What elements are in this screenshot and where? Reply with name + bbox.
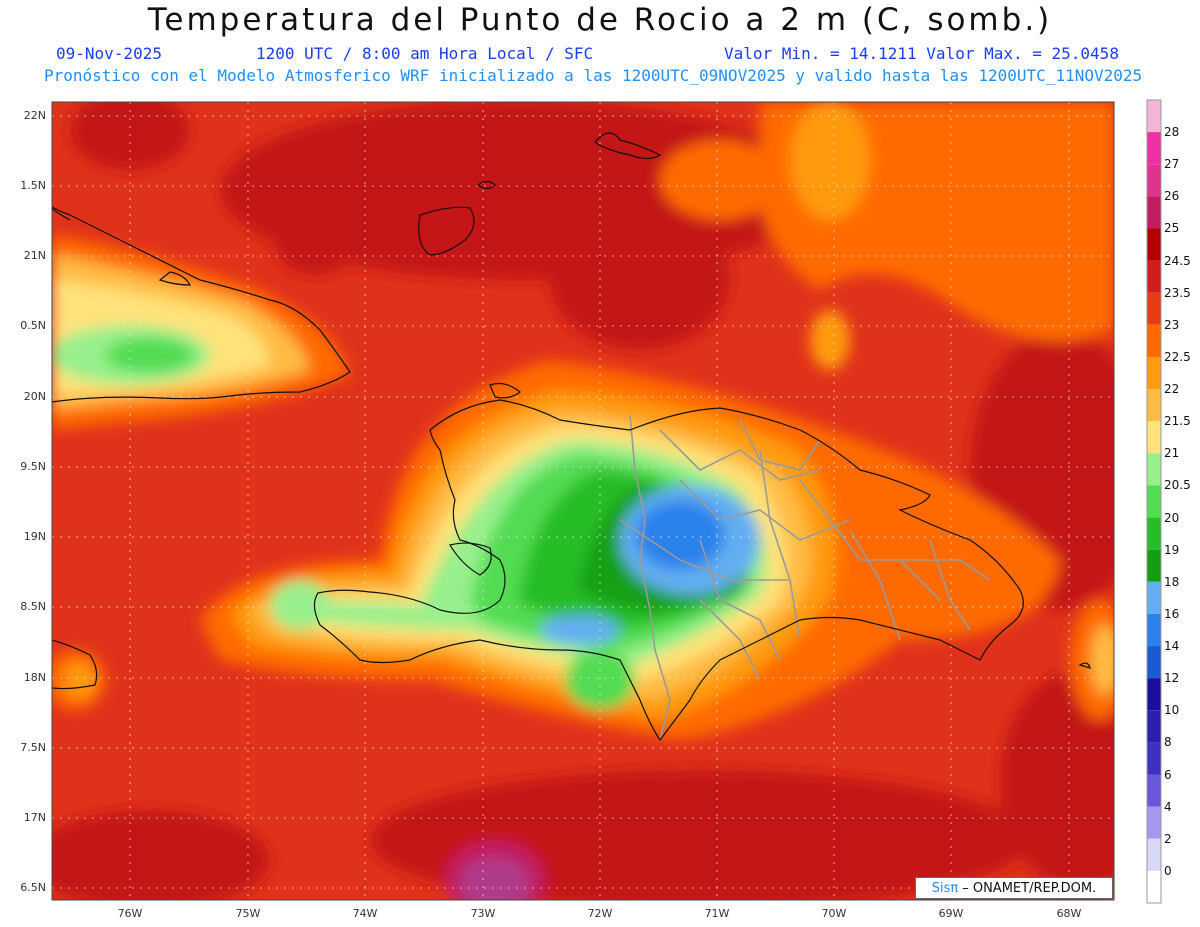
colorbar-swatch xyxy=(1147,646,1161,679)
colorbar-label: 2 xyxy=(1164,831,1172,846)
colorbar-label: 4 xyxy=(1164,799,1172,814)
colorbar-label: 19 xyxy=(1164,542,1180,557)
colorbar-label: 6 xyxy=(1164,767,1172,782)
colorbar-label: 21 xyxy=(1164,446,1180,461)
lat-tick-label: 22N xyxy=(23,109,46,122)
model-description: Pronóstico con el Modelo Atmosferico WRF… xyxy=(44,66,1143,85)
colorbar-swatch xyxy=(1147,228,1161,261)
colorbar-swatch xyxy=(1147,742,1161,775)
colorbar-label: 22.5 xyxy=(1164,349,1191,364)
colorbar-label: 23.5 xyxy=(1164,285,1191,300)
lat-tick-label: 21N xyxy=(23,249,46,262)
colorbar-label: 12 xyxy=(1164,671,1180,686)
colorbar-label: 21.5 xyxy=(1164,414,1191,429)
colorbar-label: 25 xyxy=(1164,221,1180,236)
colorbar-swatch xyxy=(1147,453,1161,486)
colorbar-swatch xyxy=(1147,292,1161,325)
colorbar-label: 10 xyxy=(1164,703,1180,718)
lat-tick-label: 19N xyxy=(23,530,46,543)
value-range: Valor Min. = 14.1211 Valor Max. = 25.045… xyxy=(724,44,1119,63)
lat-tick-label: 9.5N xyxy=(20,460,46,473)
lon-tick-label: 68W xyxy=(1056,907,1082,920)
colorbar-swatch xyxy=(1147,260,1161,293)
colorbar xyxy=(1146,99,1162,904)
province-borders xyxy=(619,414,991,741)
colorbar-label: 24.5 xyxy=(1164,253,1191,268)
colorbar-swatch xyxy=(1147,100,1161,133)
colorbar-swatch xyxy=(1147,324,1161,357)
colorbar-label: 0 xyxy=(1164,863,1172,878)
contour-field xyxy=(52,102,1114,900)
colorbar-swatch xyxy=(1147,421,1161,454)
coastlines xyxy=(52,132,1091,742)
credit-text: – ONAMET/REP.DOM. xyxy=(962,880,1097,896)
graticule xyxy=(52,102,1114,900)
lon-tick-label: 74W xyxy=(352,907,378,920)
colorbar-label: 28 xyxy=(1164,125,1180,140)
lon-tick-label: 75W xyxy=(235,907,261,920)
colorbar-label: 23 xyxy=(1164,317,1180,332)
colorbar-label: 16 xyxy=(1164,606,1180,621)
colorbar-label: 20 xyxy=(1164,510,1180,525)
colorbar-swatch xyxy=(1147,710,1161,743)
colorbar-swatch xyxy=(1147,517,1161,550)
colorbar-label: 8 xyxy=(1164,735,1172,750)
credit-box: Sisπ – ONAMET/REP.DOM. xyxy=(915,877,1113,899)
colorbar-swatch xyxy=(1147,870,1161,903)
colorbar-swatch xyxy=(1147,678,1161,711)
lat-tick-label: 8.5N xyxy=(20,600,46,613)
lat-tick-label: 1.5N xyxy=(20,179,46,192)
forecast-time: 1200 UTC / 8:00 am Hora Local / SFC xyxy=(256,44,594,63)
lat-tick-label: 7.5N xyxy=(20,741,46,754)
colorbar-swatch xyxy=(1147,389,1161,422)
colorbar-label: 22 xyxy=(1164,382,1180,397)
colorbar-label: 27 xyxy=(1164,157,1180,172)
lon-tick-label: 73W xyxy=(470,907,496,920)
lon-tick-label: 69W xyxy=(938,907,964,920)
colorbar-swatch xyxy=(1147,806,1161,839)
colorbar-swatch xyxy=(1147,485,1161,518)
lon-tick-label: 76W xyxy=(117,907,143,920)
lat-tick-label: 20N xyxy=(23,390,46,403)
map-title: Temperatura del Punto de Rocio a 2 m (C,… xyxy=(147,2,1053,38)
colorbar-label: 18 xyxy=(1164,574,1180,589)
colorbar-swatch xyxy=(1147,164,1161,197)
colorbar-swatch xyxy=(1147,132,1161,165)
lat-tick-label: 0.5N xyxy=(20,319,46,332)
lon-tick-label: 70W xyxy=(821,907,847,920)
colorbar-swatch xyxy=(1147,356,1161,390)
colorbar-swatch xyxy=(1147,196,1161,229)
lon-tick-label: 72W xyxy=(587,907,613,920)
colorbar-swatch xyxy=(1147,613,1161,647)
lat-tick-label: 18N xyxy=(23,671,46,684)
colorbar-label: 14 xyxy=(1164,639,1180,654)
colorbar-swatch xyxy=(1147,838,1161,871)
forecast-date: 09-Nov-2025 xyxy=(56,44,162,63)
colorbar-swatch xyxy=(1147,549,1161,582)
colorbar-label: 26 xyxy=(1164,189,1180,204)
lat-tick-label: 17N xyxy=(23,811,46,824)
colorbar-frame xyxy=(1146,99,1162,904)
credit-brand: Sisπ xyxy=(931,880,959,896)
colorbar-swatch xyxy=(1147,774,1161,807)
colorbar-swatch xyxy=(1147,581,1161,614)
colorbar-label: 20.5 xyxy=(1164,478,1191,493)
lon-tick-label: 71W xyxy=(704,907,730,920)
lat-tick-label: 6.5N xyxy=(20,881,46,894)
